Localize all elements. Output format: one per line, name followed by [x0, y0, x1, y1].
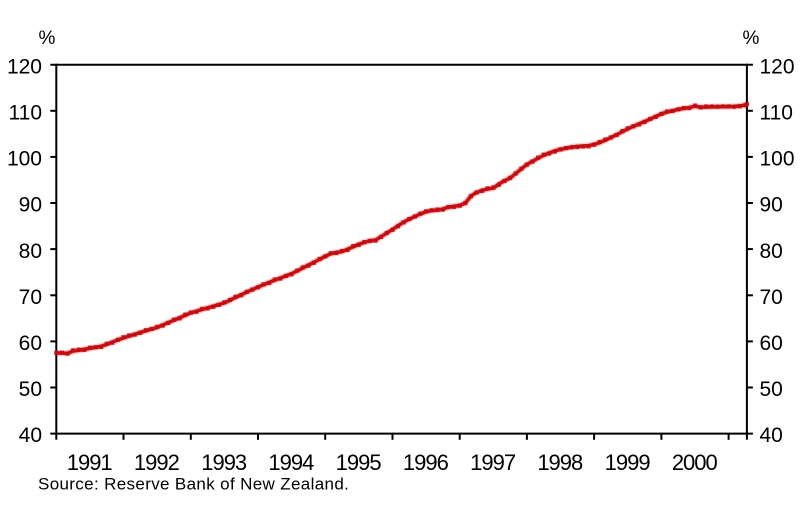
svg-text:40: 40	[760, 424, 783, 447]
svg-text:60: 60	[760, 332, 783, 355]
svg-text:100: 100	[760, 148, 795, 171]
svg-text:70: 70	[19, 286, 42, 309]
svg-text:2000: 2000	[672, 450, 718, 475]
svg-text:1994: 1994	[268, 450, 314, 475]
svg-text:1999: 1999	[605, 450, 651, 475]
svg-text:%: %	[743, 28, 760, 49]
svg-text:70: 70	[760, 286, 783, 309]
svg-text:1997: 1997	[470, 450, 516, 475]
svg-text:1992: 1992	[134, 450, 180, 475]
svg-text:40: 40	[19, 424, 42, 447]
svg-text:60: 60	[19, 332, 42, 355]
svg-text:90: 90	[760, 194, 783, 217]
svg-text:120: 120	[7, 55, 42, 78]
svg-text:1991: 1991	[67, 450, 113, 475]
svg-text:80: 80	[19, 240, 42, 263]
svg-text:1993: 1993	[201, 450, 247, 475]
svg-text:50: 50	[19, 378, 42, 401]
svg-text:80: 80	[760, 240, 783, 263]
svg-text:110: 110	[760, 101, 793, 124]
svg-text:1998: 1998	[537, 450, 583, 475]
svg-text:1995: 1995	[336, 450, 382, 475]
svg-text:1996: 1996	[403, 450, 449, 475]
svg-text:110: 110	[9, 101, 42, 124]
svg-text:Source: Reserve Bank of New Ze: Source: Reserve Bank of New Zealand.	[38, 474, 349, 493]
svg-text:100: 100	[7, 148, 42, 171]
svg-text:90: 90	[19, 194, 42, 217]
svg-text:50: 50	[760, 378, 783, 401]
svg-text:%: %	[39, 28, 56, 49]
svg-text:120: 120	[760, 55, 795, 78]
